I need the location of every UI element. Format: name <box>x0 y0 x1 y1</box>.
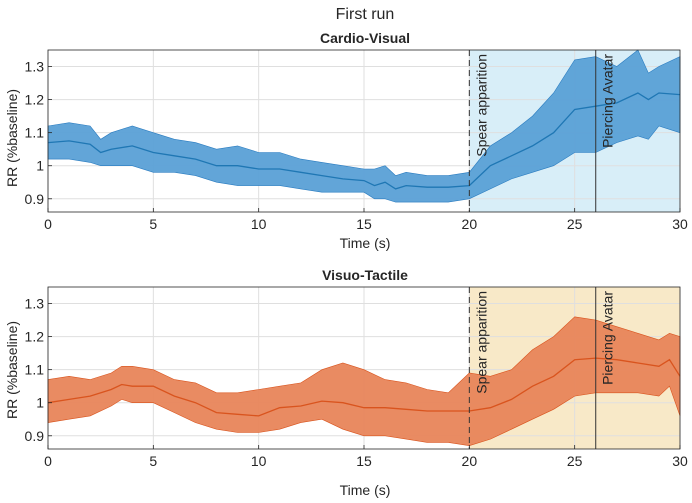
y-axis-label: RR (%baseline) <box>4 89 20 187</box>
y-tick-label: 1.2 <box>25 329 45 345</box>
y-tick-label: 1.1 <box>25 362 45 378</box>
y-tick-label: 1.2 <box>25 92 45 108</box>
event-label: Spear apparition <box>473 291 489 394</box>
y-tick-label: 0.9 <box>25 428 45 444</box>
y-tick-label: 1.3 <box>25 59 45 75</box>
x-tick-label: 10 <box>251 453 267 469</box>
mean-line <box>47 357 681 417</box>
y-tick-label: 1 <box>36 158 44 174</box>
y-tick-label: 1 <box>36 395 44 411</box>
y-axis-label: RR (%baseline) <box>4 321 20 419</box>
x-tick-label: 30 <box>672 453 688 469</box>
chart-title: Cardio-Visual <box>320 30 410 46</box>
plot-area <box>47 286 681 450</box>
mean-line <box>47 92 681 190</box>
x-tick-label: 30 <box>672 216 688 232</box>
y-tick-label: 1.1 <box>25 125 45 141</box>
x-tick-label: 15 <box>356 216 372 232</box>
plot-area <box>47 49 681 213</box>
x-tick-label: 25 <box>567 216 583 232</box>
event-label: Spear apparition <box>473 54 489 157</box>
x-axis-label: Time (s) <box>340 482 391 498</box>
x-tick-label: 10 <box>251 216 267 232</box>
x-tick-label: 0 <box>44 216 52 232</box>
figure-title: First run <box>336 6 395 23</box>
x-tick-label: 20 <box>462 453 478 469</box>
x-tick-label: 15 <box>356 453 372 469</box>
x-tick-label: 5 <box>149 216 157 232</box>
x-tick-label: 5 <box>149 453 157 469</box>
chart-title: Visuo-Tactile <box>322 267 408 283</box>
event-label: Piercing Avatar <box>600 291 616 385</box>
chart-cardio-visual: Cardio-Visual Time (s) RR (%baseline) Sp… <box>4 30 688 251</box>
x-tick-label: 0 <box>44 453 52 469</box>
x-tick-label: 20 <box>462 216 478 232</box>
event-label: Piercing Avatar <box>600 54 616 148</box>
chart-visuo-tactile: Visuo-Tactile Time (s) RR (%baseline) Sp… <box>4 267 688 498</box>
y-tick-label: 1.3 <box>25 296 45 312</box>
x-tick-label: 25 <box>567 453 583 469</box>
x-axis-label: Time (s) <box>340 235 391 251</box>
y-tick-label: 0.9 <box>25 191 45 207</box>
